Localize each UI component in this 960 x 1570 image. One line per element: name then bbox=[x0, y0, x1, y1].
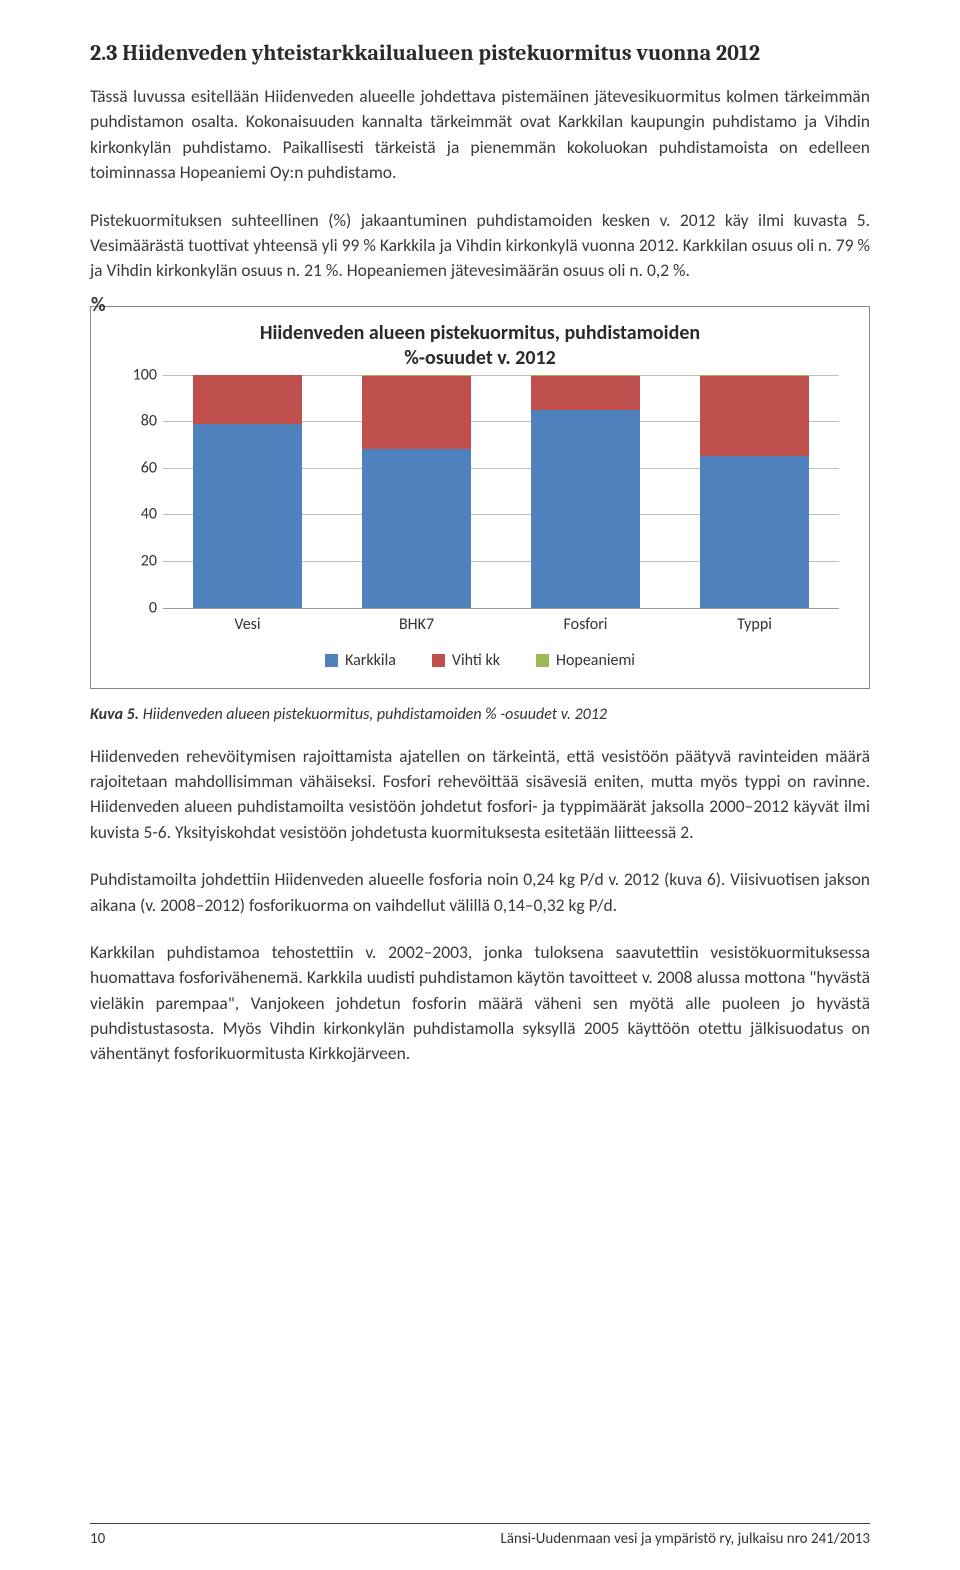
chart-caption: Kuva 5. Hiidenveden alueen pistekuormitu… bbox=[90, 705, 870, 724]
segment-vihti bbox=[193, 375, 301, 423]
bar-column bbox=[193, 375, 301, 608]
segment-karkkila bbox=[700, 456, 808, 607]
ytick-label: 100 bbox=[121, 365, 157, 384]
legend-item: Vihti kk bbox=[432, 651, 500, 670]
section-heading: 2.3 Hiidenveden yhteistarkkailualueen pi… bbox=[90, 40, 870, 66]
ytick-label: 80 bbox=[121, 412, 157, 431]
paragraph-2: Pistekuormituksen suhteellinen (%) jakaa… bbox=[90, 208, 870, 284]
segment-karkkila bbox=[531, 410, 639, 608]
chart-title: Hiidenveden alueen pistekuormitus, puhdi… bbox=[121, 321, 839, 371]
footer-text: Länsi-Uudenmaan vesi ja ympäristö ry, ju… bbox=[500, 1530, 870, 1548]
caption-prefix: Kuva 5. bbox=[90, 705, 139, 724]
legend-label: Karkkila bbox=[345, 651, 396, 670]
chart-y-label: % bbox=[91, 293, 106, 317]
legend-item: Hopeaniemi bbox=[536, 651, 635, 670]
chart-title-line1: Hiidenveden alueen pistekuormitus, puhdi… bbox=[260, 321, 700, 345]
legend-label: Vihti kk bbox=[452, 651, 500, 670]
ytick-label: 20 bbox=[121, 552, 157, 571]
segment-karkkila bbox=[193, 424, 301, 608]
paragraph-5: Karkkilan puhdistamoa tehostettiin v. 20… bbox=[90, 940, 870, 1067]
bar-column bbox=[362, 375, 470, 608]
caption-text: Hiidenveden alueen pistekuormitus, puhdi… bbox=[143, 705, 607, 724]
x-axis-label: BHK7 bbox=[362, 611, 470, 635]
ytick-label: 40 bbox=[121, 505, 157, 524]
footer-rule bbox=[90, 1523, 870, 1524]
legend-swatch bbox=[325, 654, 338, 667]
page-number: 10 bbox=[90, 1530, 105, 1548]
segment-vihti bbox=[362, 376, 470, 449]
ytick-label: 0 bbox=[121, 598, 157, 617]
legend-swatch bbox=[432, 654, 445, 667]
chart-title-line2: %-osuudet v. 2012 bbox=[404, 346, 555, 370]
chart-container: % Hiidenveden alueen pistekuormitus, puh… bbox=[90, 306, 870, 689]
chart-plot-area: 020406080100 VesiBHK7FosforiTyppi bbox=[163, 375, 839, 635]
legend-item: Karkkila bbox=[325, 651, 396, 670]
paragraph-3: Hiidenveden rehevöitymisen rajoittamista… bbox=[90, 744, 870, 846]
segment-vihti bbox=[700, 376, 808, 456]
x-axis-label: Fosfori bbox=[531, 611, 639, 635]
chart-legend: Karkkila Vihti kk Hopeaniemi bbox=[121, 651, 839, 670]
bar-column bbox=[531, 375, 639, 608]
legend-label: Hopeaniemi bbox=[556, 651, 635, 670]
legend-swatch bbox=[536, 654, 549, 667]
paragraph-1: Tässä luvussa esitellään Hiidenveden alu… bbox=[90, 84, 870, 186]
x-axis-label: Typpi bbox=[700, 611, 808, 635]
segment-vihti bbox=[531, 376, 639, 410]
ytick-label: 60 bbox=[121, 458, 157, 477]
segment-karkkila bbox=[362, 449, 470, 607]
paragraph-4: Puhdistamoilta johdettiin Hiidenveden al… bbox=[90, 867, 870, 918]
x-axis-label: Vesi bbox=[193, 611, 301, 635]
page-footer: 10 Länsi-Uudenmaan vesi ja ympäristö ry,… bbox=[90, 1530, 870, 1548]
bar-column bbox=[700, 375, 808, 608]
